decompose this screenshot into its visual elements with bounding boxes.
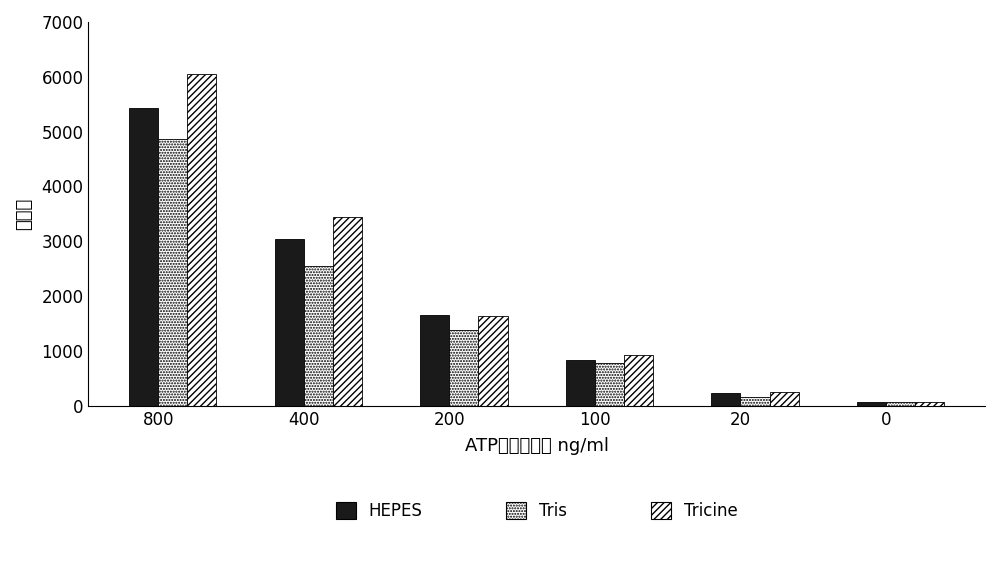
Bar	[187, 73, 216, 406]
Bar	[886, 403, 915, 406]
Bar	[275, 239, 304, 406]
Bar	[129, 108, 158, 406]
Bar	[449, 330, 478, 406]
Bar	[711, 393, 740, 406]
Bar	[566, 360, 595, 406]
Bar	[857, 403, 886, 406]
Bar	[333, 217, 362, 406]
Y-axis label: 发光値: 发光値	[15, 197, 33, 230]
Bar	[740, 397, 770, 406]
Bar	[420, 315, 449, 406]
Bar	[915, 402, 944, 406]
Legend: HEPES, Tris, Tricine: HEPES, Tris, Tricine	[336, 502, 738, 520]
Bar	[595, 363, 624, 406]
Bar	[304, 267, 333, 406]
Bar	[770, 393, 799, 406]
Bar	[624, 355, 653, 406]
X-axis label: ATP校准品浓度 ng/ml: ATP校准品浓度 ng/ml	[465, 437, 609, 455]
Bar	[158, 139, 187, 406]
Bar	[478, 316, 508, 406]
